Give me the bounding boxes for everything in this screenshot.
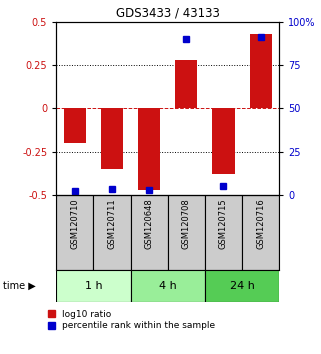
Bar	[205, 195, 242, 270]
Legend: log10 ratio, percentile rank within the sample: log10 ratio, percentile rank within the …	[48, 310, 215, 330]
Bar	[205, 270, 279, 302]
Text: GSM120716: GSM120716	[256, 199, 265, 249]
Text: 24 h: 24 h	[230, 281, 255, 291]
Text: time ▶: time ▶	[3, 281, 36, 291]
Bar	[175, 60, 197, 108]
Bar	[213, 108, 235, 174]
Bar	[56, 195, 93, 270]
Bar	[56, 270, 131, 302]
Bar	[138, 108, 160, 189]
Bar	[131, 195, 168, 270]
Title: GDS3433 / 43133: GDS3433 / 43133	[116, 6, 220, 19]
Text: GSM120648: GSM120648	[145, 199, 154, 249]
Bar	[249, 34, 272, 108]
Bar	[93, 195, 131, 270]
Bar	[64, 108, 86, 143]
Text: GSM120708: GSM120708	[182, 199, 191, 249]
Bar	[242, 195, 279, 270]
Text: GSM120710: GSM120710	[70, 199, 79, 249]
Text: 4 h: 4 h	[159, 281, 177, 291]
Bar	[168, 195, 205, 270]
Text: GSM120715: GSM120715	[219, 199, 228, 249]
Bar	[131, 270, 205, 302]
Text: 1 h: 1 h	[84, 281, 102, 291]
Text: GSM120711: GSM120711	[108, 199, 117, 249]
Bar	[101, 108, 123, 169]
